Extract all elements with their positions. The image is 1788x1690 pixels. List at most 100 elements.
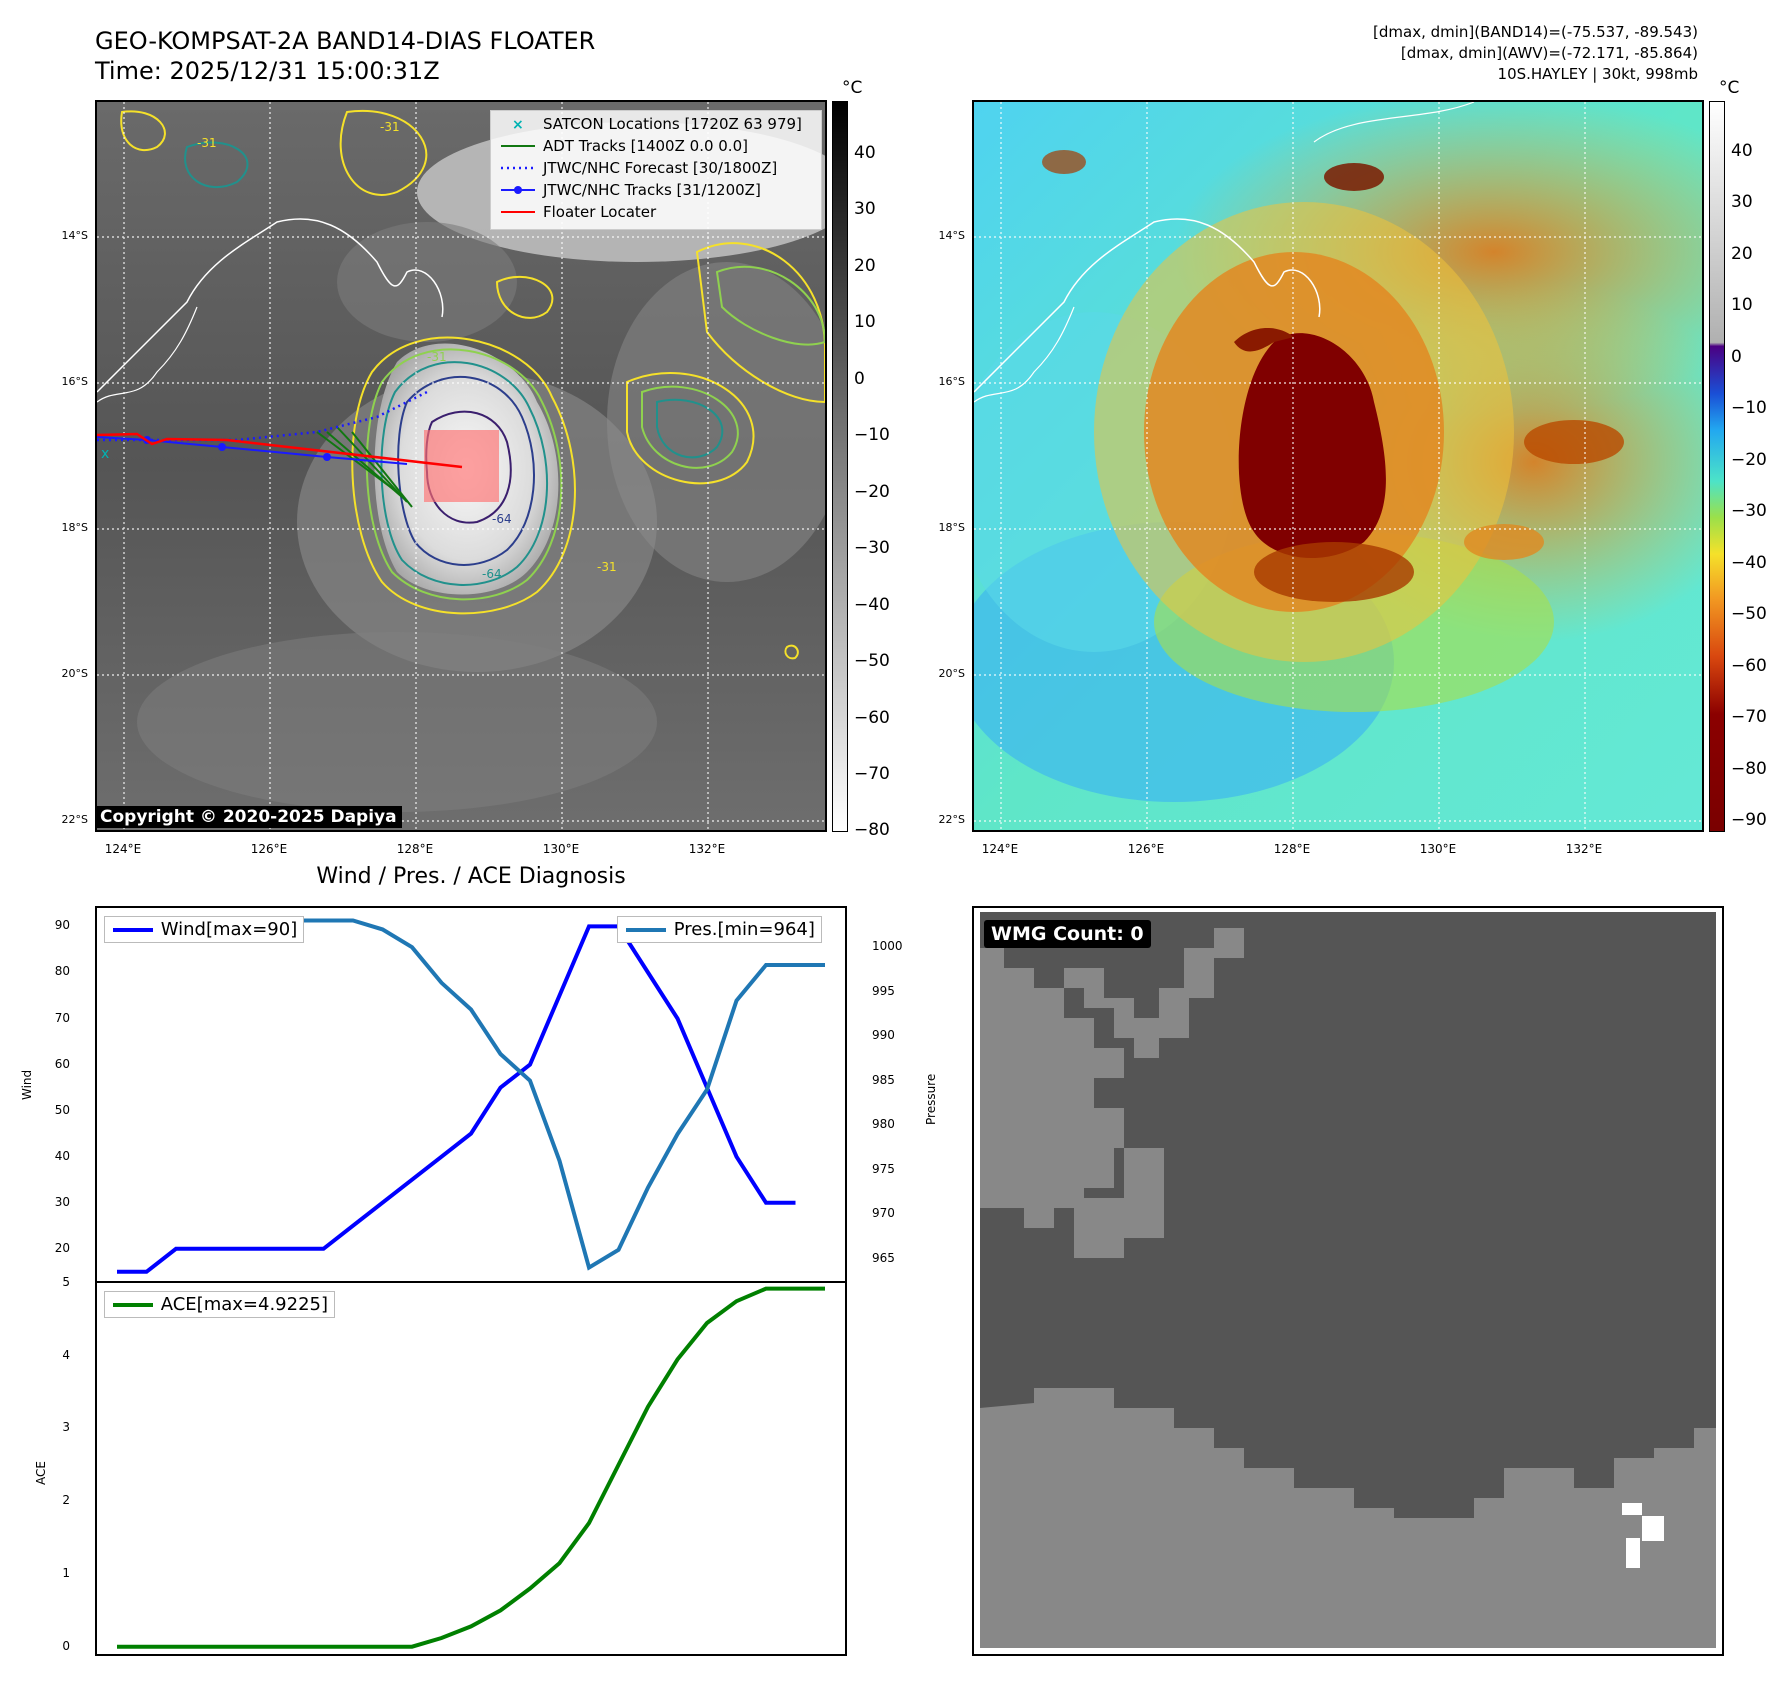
axis-tick-label: 80 bbox=[54, 964, 70, 979]
colorbar-tick-label: 10 bbox=[854, 312, 876, 333]
axis-tick-label: 70 bbox=[54, 1010, 70, 1025]
lat-label: 16°S bbox=[61, 375, 88, 388]
colorbar-tick-label: 20 bbox=[854, 255, 876, 276]
contour-label: -31 bbox=[380, 120, 400, 134]
legend-label: Floater Locater bbox=[543, 203, 657, 221]
line-icon bbox=[501, 138, 535, 154]
colorbar-tick-label: −80 bbox=[854, 820, 890, 841]
colorbar-tick-label: −80 bbox=[1731, 758, 1767, 779]
awv-colorbar bbox=[1709, 101, 1725, 832]
lat-label: 22°S bbox=[938, 813, 965, 826]
ace-plot bbox=[117, 1286, 825, 1649]
contour-label: -64 bbox=[482, 567, 502, 581]
axis-tick-label: 5 bbox=[62, 1275, 70, 1289]
ace-chart bbox=[95, 1281, 847, 1656]
colorbar-tick-label: −90 bbox=[1731, 810, 1767, 831]
colorbar-unit: °C bbox=[1719, 78, 1740, 98]
wind-axis-label: Wind bbox=[20, 1069, 34, 1100]
lon-label: 128°E bbox=[1273, 842, 1311, 856]
map-legend: × SATCON Locations [1720Z 63 979] ADT Tr… bbox=[490, 110, 822, 230]
ace-axis-label: ACE bbox=[34, 1461, 48, 1485]
lat-label: 22°S bbox=[61, 813, 88, 826]
colorbar-tick-label: −60 bbox=[1731, 655, 1767, 676]
lon-label: 126°E bbox=[250, 842, 288, 856]
line-icon bbox=[113, 928, 153, 932]
contour-label: -31 bbox=[427, 350, 447, 364]
header-right-line1: [dmax, dmin](BAND14)=(-75.537, -89.543) bbox=[1373, 23, 1698, 41]
colorbar-tick-label: −20 bbox=[854, 481, 890, 502]
lon-label: 124°E bbox=[104, 842, 142, 856]
wmg-panel: WMG Count: 0 bbox=[972, 906, 1724, 1656]
colorbar-tick-label: 30 bbox=[854, 199, 876, 220]
colorbar-tick-label: −50 bbox=[854, 651, 890, 672]
axis-tick-label: 30 bbox=[54, 1194, 70, 1209]
header-right-line3: 10S.HAYLEY | 30kt, 998mb bbox=[1497, 65, 1698, 83]
axis-tick-label: 50 bbox=[54, 1102, 70, 1117]
lon-label: 132°E bbox=[1565, 842, 1603, 856]
ace-legend: ACE[max=4.9225] bbox=[104, 1291, 335, 1318]
colorbar-tick-label: 10 bbox=[1731, 295, 1753, 316]
axis-tick-label: 995 bbox=[872, 983, 895, 998]
lat-label: 20°S bbox=[938, 667, 965, 680]
wind-legend-label: Wind[max=90] bbox=[160, 919, 298, 940]
axis-tick-label: 1 bbox=[62, 1565, 70, 1580]
axis-tick-label: 2 bbox=[62, 1493, 70, 1508]
axis-tick-label: 975 bbox=[872, 1161, 895, 1176]
lon-label: 130°E bbox=[542, 842, 580, 856]
lat-label: 20°S bbox=[61, 667, 88, 680]
wmg-count-label: WMG Count: 0 bbox=[984, 920, 1151, 948]
contour-label: -64 bbox=[492, 512, 512, 526]
legend-label: SATCON Locations [1720Z 63 979] bbox=[543, 115, 802, 133]
axis-tick-label: 4 bbox=[62, 1347, 70, 1362]
lon-label: 124°E bbox=[981, 842, 1019, 856]
legend-entry: JTWC/NHC Tracks [31/1200Z] bbox=[491, 179, 821, 201]
awv-map-image bbox=[974, 102, 1702, 830]
colorbar-tick-label: −20 bbox=[1731, 449, 1767, 470]
colorbar-tick-label: 0 bbox=[1731, 346, 1742, 367]
legend-label: JTWC/NHC Forecast [30/1800Z] bbox=[543, 159, 778, 177]
lat-label: 16°S bbox=[938, 375, 965, 388]
colorbar-tick-label: −40 bbox=[854, 594, 890, 615]
lon-label: 132°E bbox=[688, 842, 726, 856]
axis-tick-label: 980 bbox=[872, 1117, 895, 1132]
colorbar-tick-label: −10 bbox=[854, 425, 890, 446]
colorbar-tick-label: −50 bbox=[1731, 604, 1767, 625]
colorbar-tick-label: −30 bbox=[854, 538, 890, 559]
legend-entry: ADT Tracks [1400Z 0.0 0.0] bbox=[491, 135, 821, 157]
dotted-line-icon bbox=[501, 160, 535, 176]
lon-label: 128°E bbox=[396, 842, 434, 856]
lon-label: 130°E bbox=[1419, 842, 1457, 856]
colorbar-tick-label: 20 bbox=[1731, 243, 1753, 264]
figure-title-line2: Time: 2025/12/31 15:00:31Z bbox=[95, 57, 440, 85]
legend-entry: JTWC/NHC Forecast [30/1800Z] bbox=[491, 157, 821, 179]
line-icon bbox=[113, 1303, 153, 1307]
line-icon bbox=[501, 204, 535, 220]
axis-tick-label: 965 bbox=[872, 1250, 895, 1265]
axis-tick-label: 0 bbox=[62, 1638, 70, 1653]
colorbar-unit: °C bbox=[842, 78, 863, 98]
axis-tick-label: 90 bbox=[54, 918, 70, 933]
lat-label: 14°S bbox=[938, 229, 965, 242]
pressure-legend-label: Pres.[min=964] bbox=[673, 919, 815, 940]
diagnosis-title: Wind / Pres. / ACE Diagnosis bbox=[316, 864, 626, 889]
wind-legend: Wind[max=90] bbox=[104, 916, 305, 943]
legend-label: ADT Tracks [1400Z 0.0 0.0] bbox=[543, 137, 748, 155]
colorbar-tick-label: 0 bbox=[854, 368, 865, 389]
legend-label: JTWC/NHC Tracks [31/1200Z] bbox=[543, 181, 761, 199]
line-icon bbox=[626, 928, 666, 932]
colorbar-tick-label: 30 bbox=[1731, 192, 1753, 213]
figure-title-line1: GEO-KOMPSAT-2A BAND14-DIAS FLOATER bbox=[95, 27, 596, 55]
axis-tick-label: 990 bbox=[872, 1028, 895, 1043]
wmg-image bbox=[980, 912, 1722, 1652]
lat-label: 14°S bbox=[61, 229, 88, 242]
colorbar-tick-label: −70 bbox=[854, 763, 890, 784]
colorbar-tick-label: 40 bbox=[854, 143, 876, 163]
axis-tick-label: 20 bbox=[54, 1240, 70, 1255]
svg-text:x: x bbox=[101, 446, 109, 462]
copyright-label: Copyright © 2020-2025 Dapiya bbox=[95, 806, 402, 828]
lat-label: 18°S bbox=[938, 521, 965, 534]
pressure-axis-label: Pressure bbox=[924, 1073, 938, 1125]
wind-pressure-chart bbox=[95, 906, 847, 1283]
colorbar-tick-label: 40 bbox=[1731, 141, 1753, 161]
series-line-2 bbox=[117, 918, 825, 1271]
